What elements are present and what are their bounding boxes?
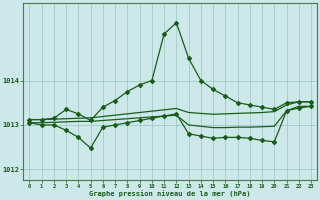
- X-axis label: Graphe pression niveau de la mer (hPa): Graphe pression niveau de la mer (hPa): [90, 190, 251, 197]
